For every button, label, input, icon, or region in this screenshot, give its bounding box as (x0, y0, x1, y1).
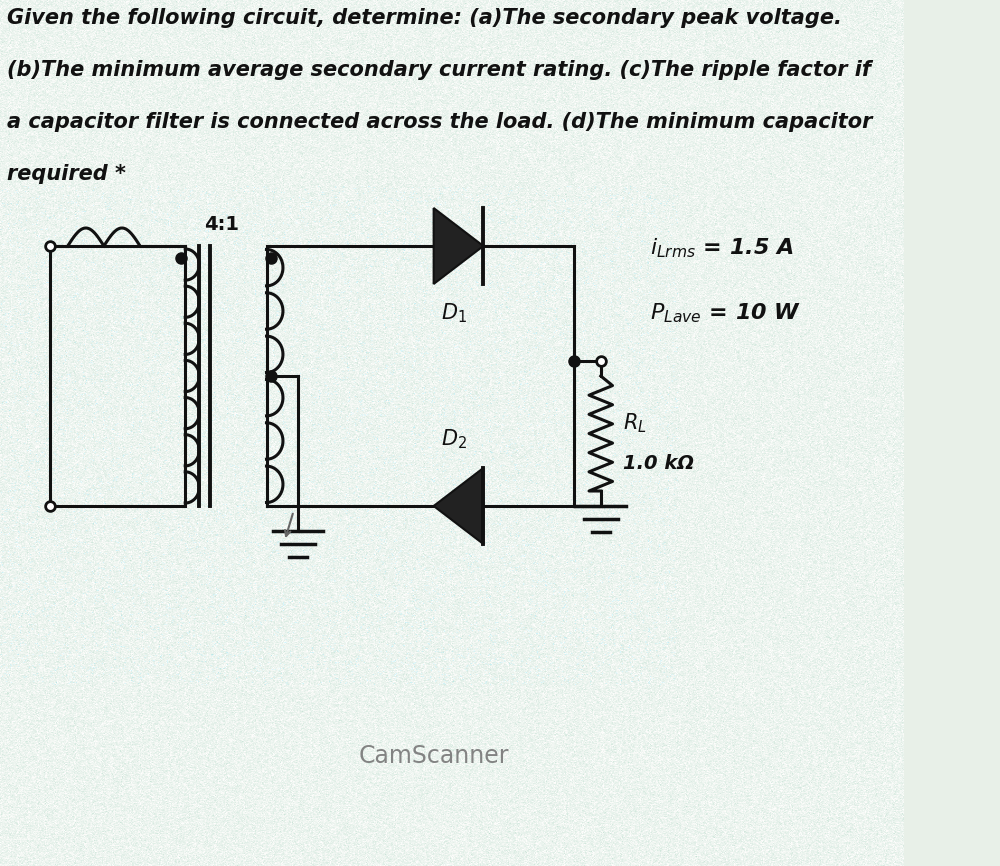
Text: CamScanner: CamScanner (358, 744, 509, 768)
Text: $i_{Lrms}$ = 1.5 A: $i_{Lrms}$ = 1.5 A (650, 236, 794, 260)
Text: 1.0 kΩ: 1.0 kΩ (623, 454, 694, 473)
Text: (b)The minimum average secondary current rating. (c)The ripple factor if: (b)The minimum average secondary current… (7, 60, 871, 80)
Text: Given the following circuit, determine: (a)The secondary peak voltage.: Given the following circuit, determine: … (7, 8, 842, 28)
Text: $D_1$: $D_1$ (441, 301, 466, 325)
Text: $D_2$: $D_2$ (441, 428, 466, 451)
Polygon shape (434, 208, 483, 284)
Text: $R_L$: $R_L$ (623, 411, 647, 436)
Text: a capacitor filter is connected across the load. (d)The minimum capacitor: a capacitor filter is connected across t… (7, 112, 873, 132)
Polygon shape (434, 468, 483, 544)
Text: 4:1: 4:1 (204, 215, 239, 234)
Text: $P_{Lave}$ = 10 W: $P_{Lave}$ = 10 W (650, 301, 802, 325)
Text: required *: required * (7, 164, 126, 184)
